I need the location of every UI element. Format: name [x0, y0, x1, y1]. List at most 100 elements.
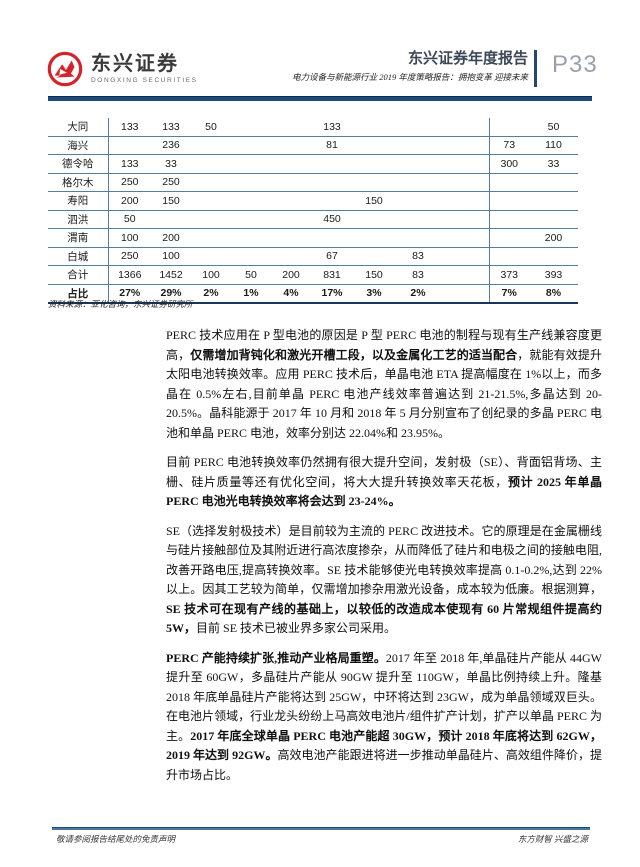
- table-cell: 250: [151, 173, 191, 192]
- paragraph-run: ，就能有效提升太阳电池转换效率。应用 PERC 技术后，单晶电池 ETA 提高幅…: [166, 347, 602, 440]
- table-cell: 150: [353, 265, 395, 285]
- footer-slogan: 东方财智 兴盛之源: [517, 834, 588, 844]
- table-cell: [353, 173, 395, 192]
- paragraph-bold-run: 2017 年底全球单晶 PERC 电池产能超 30GW，预计 2018 年底将达…: [166, 728, 602, 763]
- table-cell: [231, 191, 271, 211]
- table-cell: [311, 154, 353, 174]
- table-cell: [108, 136, 151, 155]
- spacer-cell: [441, 210, 490, 229]
- dongxing-logo-icon: [47, 51, 83, 87]
- spacer-cell: [441, 247, 490, 266]
- row-label: 海兴: [48, 136, 109, 155]
- logo-text: 东兴证券 DONGXING SECURITIES: [91, 54, 198, 84]
- row-label: 寿阳: [48, 191, 109, 211]
- table-cell: [353, 118, 395, 137]
- table-cell: 250: [108, 247, 151, 266]
- table-row: 海兴 236 81 73 110: [48, 136, 578, 155]
- table-cell: [231, 173, 271, 192]
- row-label: 渭南: [48, 228, 109, 248]
- table-cell: 33: [151, 154, 191, 174]
- report-body: PERC 技术应用在 P 型电池的原因是 P 型 PERC 电池的制程与现有生产…: [166, 326, 602, 795]
- table-cell: 8%: [529, 284, 578, 304]
- table-cell: 83: [395, 265, 441, 285]
- table-cell: 67: [311, 247, 353, 266]
- row-label: 白城: [48, 247, 109, 266]
- table-cell: 100: [108, 228, 151, 248]
- paragraph-bold-run: 预计 2025 年单晶 PERC 电池光电转换效率将会达到 23-24%。: [166, 474, 602, 509]
- table-cell: [353, 228, 395, 248]
- table-cell: 150: [151, 191, 191, 211]
- table-cell: 27%: [108, 284, 151, 304]
- table-cell: 1452: [151, 265, 191, 285]
- paragraph-run: PERC 技术应用在 P 型电池的原因是 P 型 PERC 电池的制程与现有生产…: [166, 328, 602, 362]
- table-row: 格尔木 250 250: [48, 173, 578, 192]
- table-cell: 29%: [151, 284, 191, 304]
- table-cell: [395, 154, 441, 174]
- table-cell: [271, 247, 311, 266]
- row-label: 合计: [48, 265, 109, 285]
- table-cell: [489, 228, 529, 248]
- table-cell: [191, 191, 231, 211]
- table-cell: [395, 210, 441, 229]
- table-cell: 450: [311, 210, 353, 229]
- row-label: 泗洪: [48, 210, 109, 229]
- logo-name-cn: 东兴证券: [91, 53, 179, 75]
- table-row: 大同 133 133 50 133 50: [48, 118, 578, 137]
- row-label: 占比: [48, 284, 109, 304]
- footer-disclaimer: 敬请参阅报告结尾处的免责声明: [56, 834, 176, 844]
- table-cell: [395, 136, 441, 155]
- table-cell: 393: [529, 265, 578, 285]
- table-cell: [231, 247, 271, 266]
- table-cell: [191, 173, 231, 192]
- table-cell: 50: [231, 265, 271, 285]
- row-label: 格尔木: [48, 173, 109, 192]
- table-row: 渭南 100 200 200: [48, 228, 578, 248]
- capacity-table-body: 大同 133 133 50 133 50 海兴 236 81 73 110 德令哈 133 33 300 33…: [48, 118, 578, 304]
- table-cell: [395, 228, 441, 248]
- table-row: 占比 27% 29% 2% 1% 4% 17% 3% 2% 7% 8%: [48, 284, 578, 304]
- table-cell: 831: [311, 265, 353, 285]
- table-cell: [489, 210, 529, 229]
- paragraph-run: 目前 SE 技术已被业界多家公司采用。: [196, 621, 397, 635]
- table-cell: [529, 173, 578, 192]
- table-cell: [231, 136, 271, 155]
- table-cell: 50: [191, 118, 231, 137]
- table-cell: 1%: [231, 284, 271, 304]
- table-cell: 4%: [271, 284, 311, 304]
- table-cell: 100: [151, 247, 191, 266]
- spacer-cell: [441, 284, 490, 304]
- paragraph: PERC 技术应用在 P 型电池的原因是 P 型 PERC 电池的制程与现有生产…: [166, 326, 602, 443]
- table-cell: 17%: [311, 284, 353, 304]
- table-cell: [395, 173, 441, 192]
- paragraph-bold-run: SE 技术可在现有产线的基础上，以较低的改造成本使现有 60 片常规组件提高约 …: [166, 601, 602, 636]
- table-cell: 33: [529, 154, 578, 174]
- table-cell: 2%: [191, 284, 231, 304]
- table-cell: [395, 118, 441, 137]
- table-cell: 133: [311, 118, 353, 137]
- table-cell: [271, 191, 311, 211]
- table-cell: 300: [489, 154, 529, 174]
- table-row: 泗洪 50 450: [48, 210, 578, 229]
- table-cell: [191, 247, 231, 266]
- table-cell: [271, 228, 311, 248]
- footer-rule: [52, 827, 590, 830]
- spacer-cell: [441, 228, 490, 248]
- table-cell: [353, 247, 395, 266]
- table-row: 德令哈 133 33 300 33: [48, 154, 578, 174]
- row-label: 德令哈: [48, 154, 109, 174]
- paragraph-run: 目前 PERC 电池转换效率仍然拥有很大提升空间，发射极（SE）、背面铝背场、主…: [166, 455, 602, 489]
- spacer-cell: [441, 154, 490, 174]
- spacer-cell: [441, 265, 490, 285]
- paragraph-run: 2017 年至 2018 年,单晶硅片产能从 44GW 提升至 60GW，多晶硅…: [166, 650, 602, 743]
- table-cell: [529, 210, 578, 229]
- spacer-cell: [441, 173, 490, 192]
- table-cell: [271, 136, 311, 155]
- table-cell: [231, 118, 271, 137]
- table-row: 白城 250 100 67 83: [48, 247, 578, 266]
- table-cell: 83: [395, 247, 441, 266]
- table-cell: [353, 136, 395, 155]
- table-cell: 50: [108, 210, 151, 229]
- table-cell: [191, 154, 231, 174]
- table-cell: 50: [529, 118, 578, 137]
